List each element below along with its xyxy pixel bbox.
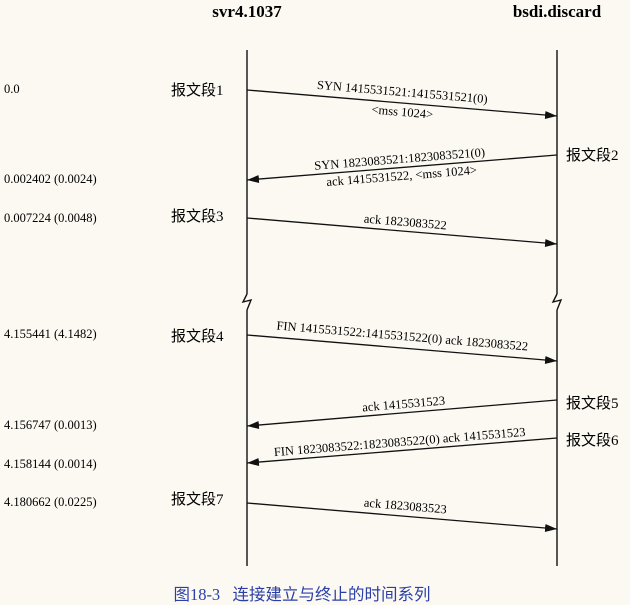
segment-1-arrow: [246, 89, 558, 119]
segment-5-arrow: [246, 399, 558, 429]
segment-7-label: 报文段7: [171, 491, 224, 508]
segment-6-label: 报文段6: [566, 432, 619, 449]
left-timeline: [241, 50, 253, 566]
right-host-label: bsdi.discard: [513, 2, 602, 21]
figure-caption: 图18-3 连接建立与终止的时间系列: [173, 585, 430, 604]
timestamp-1: 0.0: [4, 82, 20, 96]
segment-2-label: 报文段2: [566, 147, 619, 164]
segment-2-arrow: [246, 154, 558, 184]
segment-3-label: 报文段3: [171, 208, 224, 225]
segment-6-arrow: [246, 437, 558, 467]
segment-7-arrow: [246, 502, 558, 532]
timestamp-7: 4.180662 (0.0225): [4, 495, 97, 509]
segment-4-label: 报文段4: [171, 328, 224, 345]
segment-1-message: SYN 1415531521:1415531521(0): [316, 78, 488, 106]
segment-5-label: 报文段5: [566, 395, 619, 412]
timestamp-5: 4.156747 (0.0013): [4, 418, 97, 432]
segment-7-message: ack 1823083523: [363, 496, 447, 517]
segment-6-message: FIN 1823083522:1823083522(0) ack 1415531…: [273, 425, 526, 459]
segment-3-arrow: [246, 217, 558, 247]
segment-1-options: <mss 1024>: [371, 102, 434, 121]
left-host-label: svr4.1037: [212, 2, 282, 21]
timestamp-4: 4.155441 (4.1482): [4, 327, 97, 341]
segment-4-arrow: [246, 334, 558, 364]
segment-1-label: 报文段1: [171, 82, 224, 99]
timestamp-3: 0.007224 (0.0048): [4, 211, 97, 225]
right-timeline: [551, 50, 563, 566]
segment-5-message: ack 1415531523: [362, 394, 446, 415]
timestamp-2: 0.002402 (0.0024): [4, 172, 97, 186]
segment-3-message: ack 1823083522: [363, 212, 447, 233]
timestamp-6: 4.158144 (0.0014): [4, 457, 97, 471]
